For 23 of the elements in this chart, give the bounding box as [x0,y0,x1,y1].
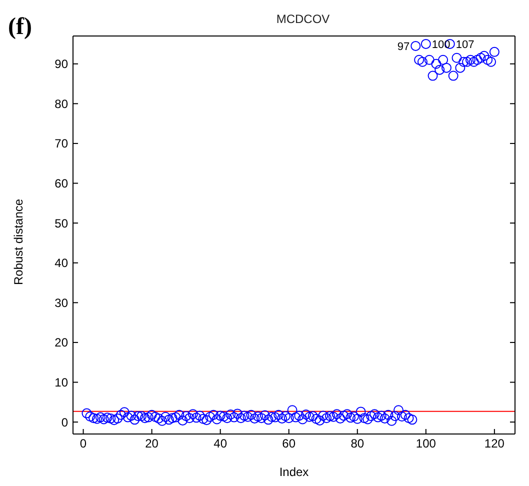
y-tick-label: 60 [54,176,68,191]
chart-title: MCDCOV [275,12,331,26]
y-tick-label: 40 [54,256,68,270]
x-tick-label: 0 [80,436,87,451]
text: (f) [8,14,32,41]
y-tick-label: 50 [54,216,68,230]
y-tick-label: 70 [54,136,68,151]
y-tick-label: 0 [61,415,68,430]
x-axis-title: Index [279,465,309,479]
y-tick-label: 80 [54,96,68,111]
x-tick-label: 80 [350,436,364,451]
y-axis-title: Robust distance [11,198,26,285]
annotation: 107 [456,38,474,51]
x-tick-label: 60 [282,436,296,451]
y-tick-label: 20 [54,336,68,350]
y-tick-label: 30 [54,296,68,310]
x-tick-label: 120 [484,436,505,451]
y-tick-label: 10 [54,376,68,390]
annotation: 97 [397,40,410,53]
x-tick-label: 40 [214,436,228,451]
x-tick-label: 100 [416,436,436,451]
x-tick-label: 20 [145,436,159,451]
y-tick-label: 90 [54,57,68,72]
